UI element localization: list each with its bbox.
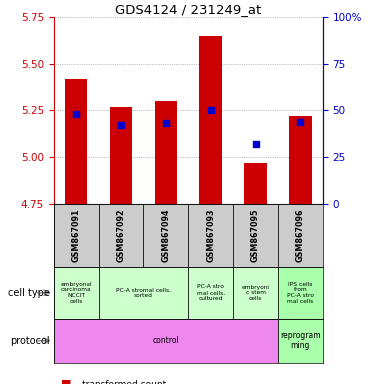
Bar: [99, 267, 188, 319]
Bar: [65, 79, 88, 204]
Text: cell type: cell type: [8, 288, 50, 298]
Bar: [110, 107, 132, 204]
Bar: [278, 204, 323, 267]
Point: [253, 141, 259, 147]
Text: transformed count: transformed count: [82, 379, 166, 384]
Title: GDS4124 / 231249_at: GDS4124 / 231249_at: [115, 3, 262, 16]
Text: ■: ■: [61, 379, 72, 384]
Text: protocol: protocol: [10, 336, 50, 346]
Bar: [144, 204, 188, 267]
Bar: [278, 319, 323, 363]
Bar: [200, 36, 222, 204]
Bar: [289, 116, 312, 204]
Bar: [155, 101, 177, 204]
Bar: [188, 204, 233, 267]
Text: IPS cells
from
PC-A stro
mal cells: IPS cells from PC-A stro mal cells: [287, 281, 314, 304]
Text: control: control: [152, 336, 179, 345]
Bar: [188, 267, 233, 319]
Bar: [54, 267, 99, 319]
Text: GSM867094: GSM867094: [161, 209, 170, 262]
Text: PC-A stro
mal cells,
cultured: PC-A stro mal cells, cultured: [197, 285, 225, 301]
Point: [118, 122, 124, 128]
Text: embryoni
c stem
cells: embryoni c stem cells: [242, 285, 269, 301]
Point: [163, 120, 169, 126]
Text: embryonal
carcinoma
NCCIT
cells: embryonal carcinoma NCCIT cells: [60, 281, 92, 304]
Text: PC-A stromal cells,
sorted: PC-A stromal cells, sorted: [116, 287, 171, 298]
Text: GSM867092: GSM867092: [116, 209, 125, 262]
Text: reprogram
ming: reprogram ming: [280, 331, 321, 351]
Bar: [233, 267, 278, 319]
Bar: [54, 319, 278, 363]
Text: GSM867096: GSM867096: [296, 209, 305, 262]
Bar: [244, 162, 267, 204]
Bar: [99, 204, 144, 267]
Text: GSM867095: GSM867095: [251, 209, 260, 262]
Point: [73, 111, 79, 117]
Text: GSM867091: GSM867091: [72, 209, 81, 262]
Point: [298, 119, 303, 125]
Bar: [278, 267, 323, 319]
Bar: [233, 204, 278, 267]
Point: [208, 107, 214, 114]
Text: GSM867093: GSM867093: [206, 209, 215, 262]
Bar: [54, 204, 99, 267]
